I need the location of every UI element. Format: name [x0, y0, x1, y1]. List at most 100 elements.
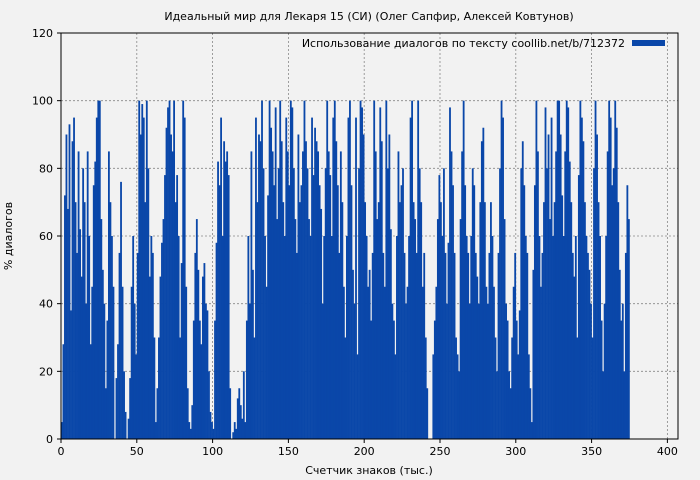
- bar: [188, 422, 191, 439]
- x-tick-label: 100: [202, 445, 223, 458]
- bar: [326, 100, 329, 440]
- bar: [198, 320, 201, 439]
- bar: [385, 100, 388, 440]
- bar: [300, 185, 303, 439]
- bar: [403, 252, 406, 439]
- bar: [255, 117, 257, 439]
- bar: [562, 236, 565, 439]
- bar: [544, 107, 547, 439]
- bar: [523, 185, 526, 439]
- bar: [396, 236, 398, 439]
- bar: [423, 252, 426, 439]
- bar: [132, 236, 135, 439]
- bar: [533, 185, 536, 439]
- bar: [547, 134, 550, 439]
- bar: [362, 134, 365, 439]
- bar: [552, 236, 554, 439]
- bar: [129, 378, 132, 439]
- bar: [68, 124, 71, 439]
- bar: [65, 134, 68, 439]
- bar: [79, 229, 82, 439]
- bar: [123, 371, 125, 439]
- bar: [364, 202, 367, 439]
- bar: [367, 286, 370, 439]
- bar: [264, 236, 266, 439]
- bar: [439, 202, 442, 439]
- bar: [107, 151, 110, 439]
- bar: [506, 320, 509, 439]
- x-tick-label: 350: [581, 445, 602, 458]
- bar: [537, 151, 539, 439]
- bar: [359, 100, 362, 440]
- bar: [597, 202, 600, 439]
- bar: [465, 236, 468, 439]
- bar: [512, 286, 515, 439]
- bar: [382, 252, 385, 439]
- bar: [336, 185, 339, 439]
- bar: [459, 219, 462, 439]
- bar: [421, 286, 424, 439]
- bar: [546, 168, 548, 440]
- bar: [286, 151, 289, 439]
- bar: [229, 388, 232, 439]
- bar: [511, 337, 514, 439]
- bar: [561, 195, 564, 439]
- bar: [151, 252, 154, 439]
- bar: [242, 371, 245, 439]
- bar: [346, 236, 348, 439]
- bar: [294, 219, 297, 439]
- x-tick-label: 200: [354, 445, 375, 458]
- bar: [614, 100, 617, 440]
- bar: [283, 236, 286, 439]
- bar: [453, 252, 456, 439]
- bar: [244, 422, 247, 439]
- bar: [582, 141, 585, 439]
- bar: [573, 276, 576, 439]
- bar: [197, 269, 200, 439]
- bar: [218, 185, 221, 439]
- bar: [330, 236, 333, 439]
- bar: [405, 303, 407, 439]
- bar: [292, 168, 295, 440]
- y-tick-label: 80: [39, 162, 53, 175]
- bar: [261, 100, 263, 440]
- bar: [502, 117, 504, 439]
- bar: [179, 337, 182, 439]
- bar: [517, 354, 520, 439]
- bar: [529, 388, 532, 439]
- bar: [570, 202, 573, 439]
- bar: [587, 252, 589, 439]
- bar: [329, 175, 332, 439]
- bar: [535, 100, 538, 440]
- bar: [164, 175, 166, 439]
- bar: [233, 422, 236, 439]
- chart-title: Идеальный мир для Лекаря 15 (СИ) (Олег С…: [164, 10, 573, 23]
- bar: [468, 303, 471, 439]
- bar: [452, 185, 454, 439]
- bar: [417, 100, 420, 440]
- bar: [388, 134, 391, 439]
- bar: [262, 168, 265, 440]
- bar: [353, 303, 356, 439]
- bar: [356, 354, 359, 439]
- bar: [118, 252, 121, 439]
- bar: [584, 202, 586, 439]
- bar: [159, 276, 162, 439]
- bar: [579, 100, 582, 440]
- bar: [98, 100, 101, 440]
- bar: [352, 269, 354, 439]
- bar: [600, 320, 603, 439]
- bar: [208, 371, 210, 439]
- bar: [239, 405, 242, 439]
- bar: [201, 276, 204, 439]
- bar: [335, 141, 338, 439]
- bar: [515, 320, 518, 439]
- bar: [527, 354, 530, 439]
- bar: [223, 141, 226, 439]
- bar: [85, 303, 88, 439]
- bar: [580, 117, 583, 439]
- bar: [227, 175, 230, 439]
- bar: [559, 134, 562, 439]
- bar: [156, 388, 159, 439]
- bar: [341, 202, 344, 439]
